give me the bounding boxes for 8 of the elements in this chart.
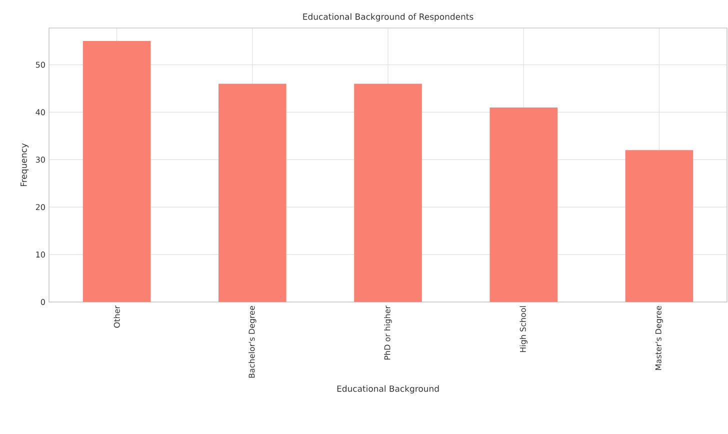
bar: [218, 84, 286, 302]
chart-title: Educational Background of Respondents: [303, 13, 474, 22]
bar: [625, 150, 694, 302]
bar: [354, 84, 422, 302]
x-axis-title: Educational Background: [337, 385, 439, 394]
bar: [490, 107, 558, 302]
y-axis-title: Frequency: [20, 143, 29, 186]
bar: [82, 41, 151, 302]
